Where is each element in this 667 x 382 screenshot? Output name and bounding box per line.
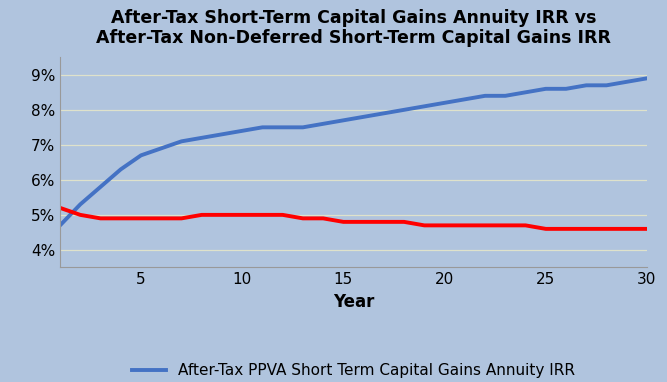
X-axis label: Year: Year: [333, 293, 374, 311]
Title: After-Tax Short-Term Capital Gains Annuity IRR vs
After-Tax Non-Deferred Short-T: After-Tax Short-Term Capital Gains Annui…: [96, 9, 611, 47]
Legend: After-Tax PPVA Short Term Capital Gains Annuity IRR, After-Tax Non-Deferred Shor: After-Tax PPVA Short Term Capital Gains …: [132, 363, 575, 382]
